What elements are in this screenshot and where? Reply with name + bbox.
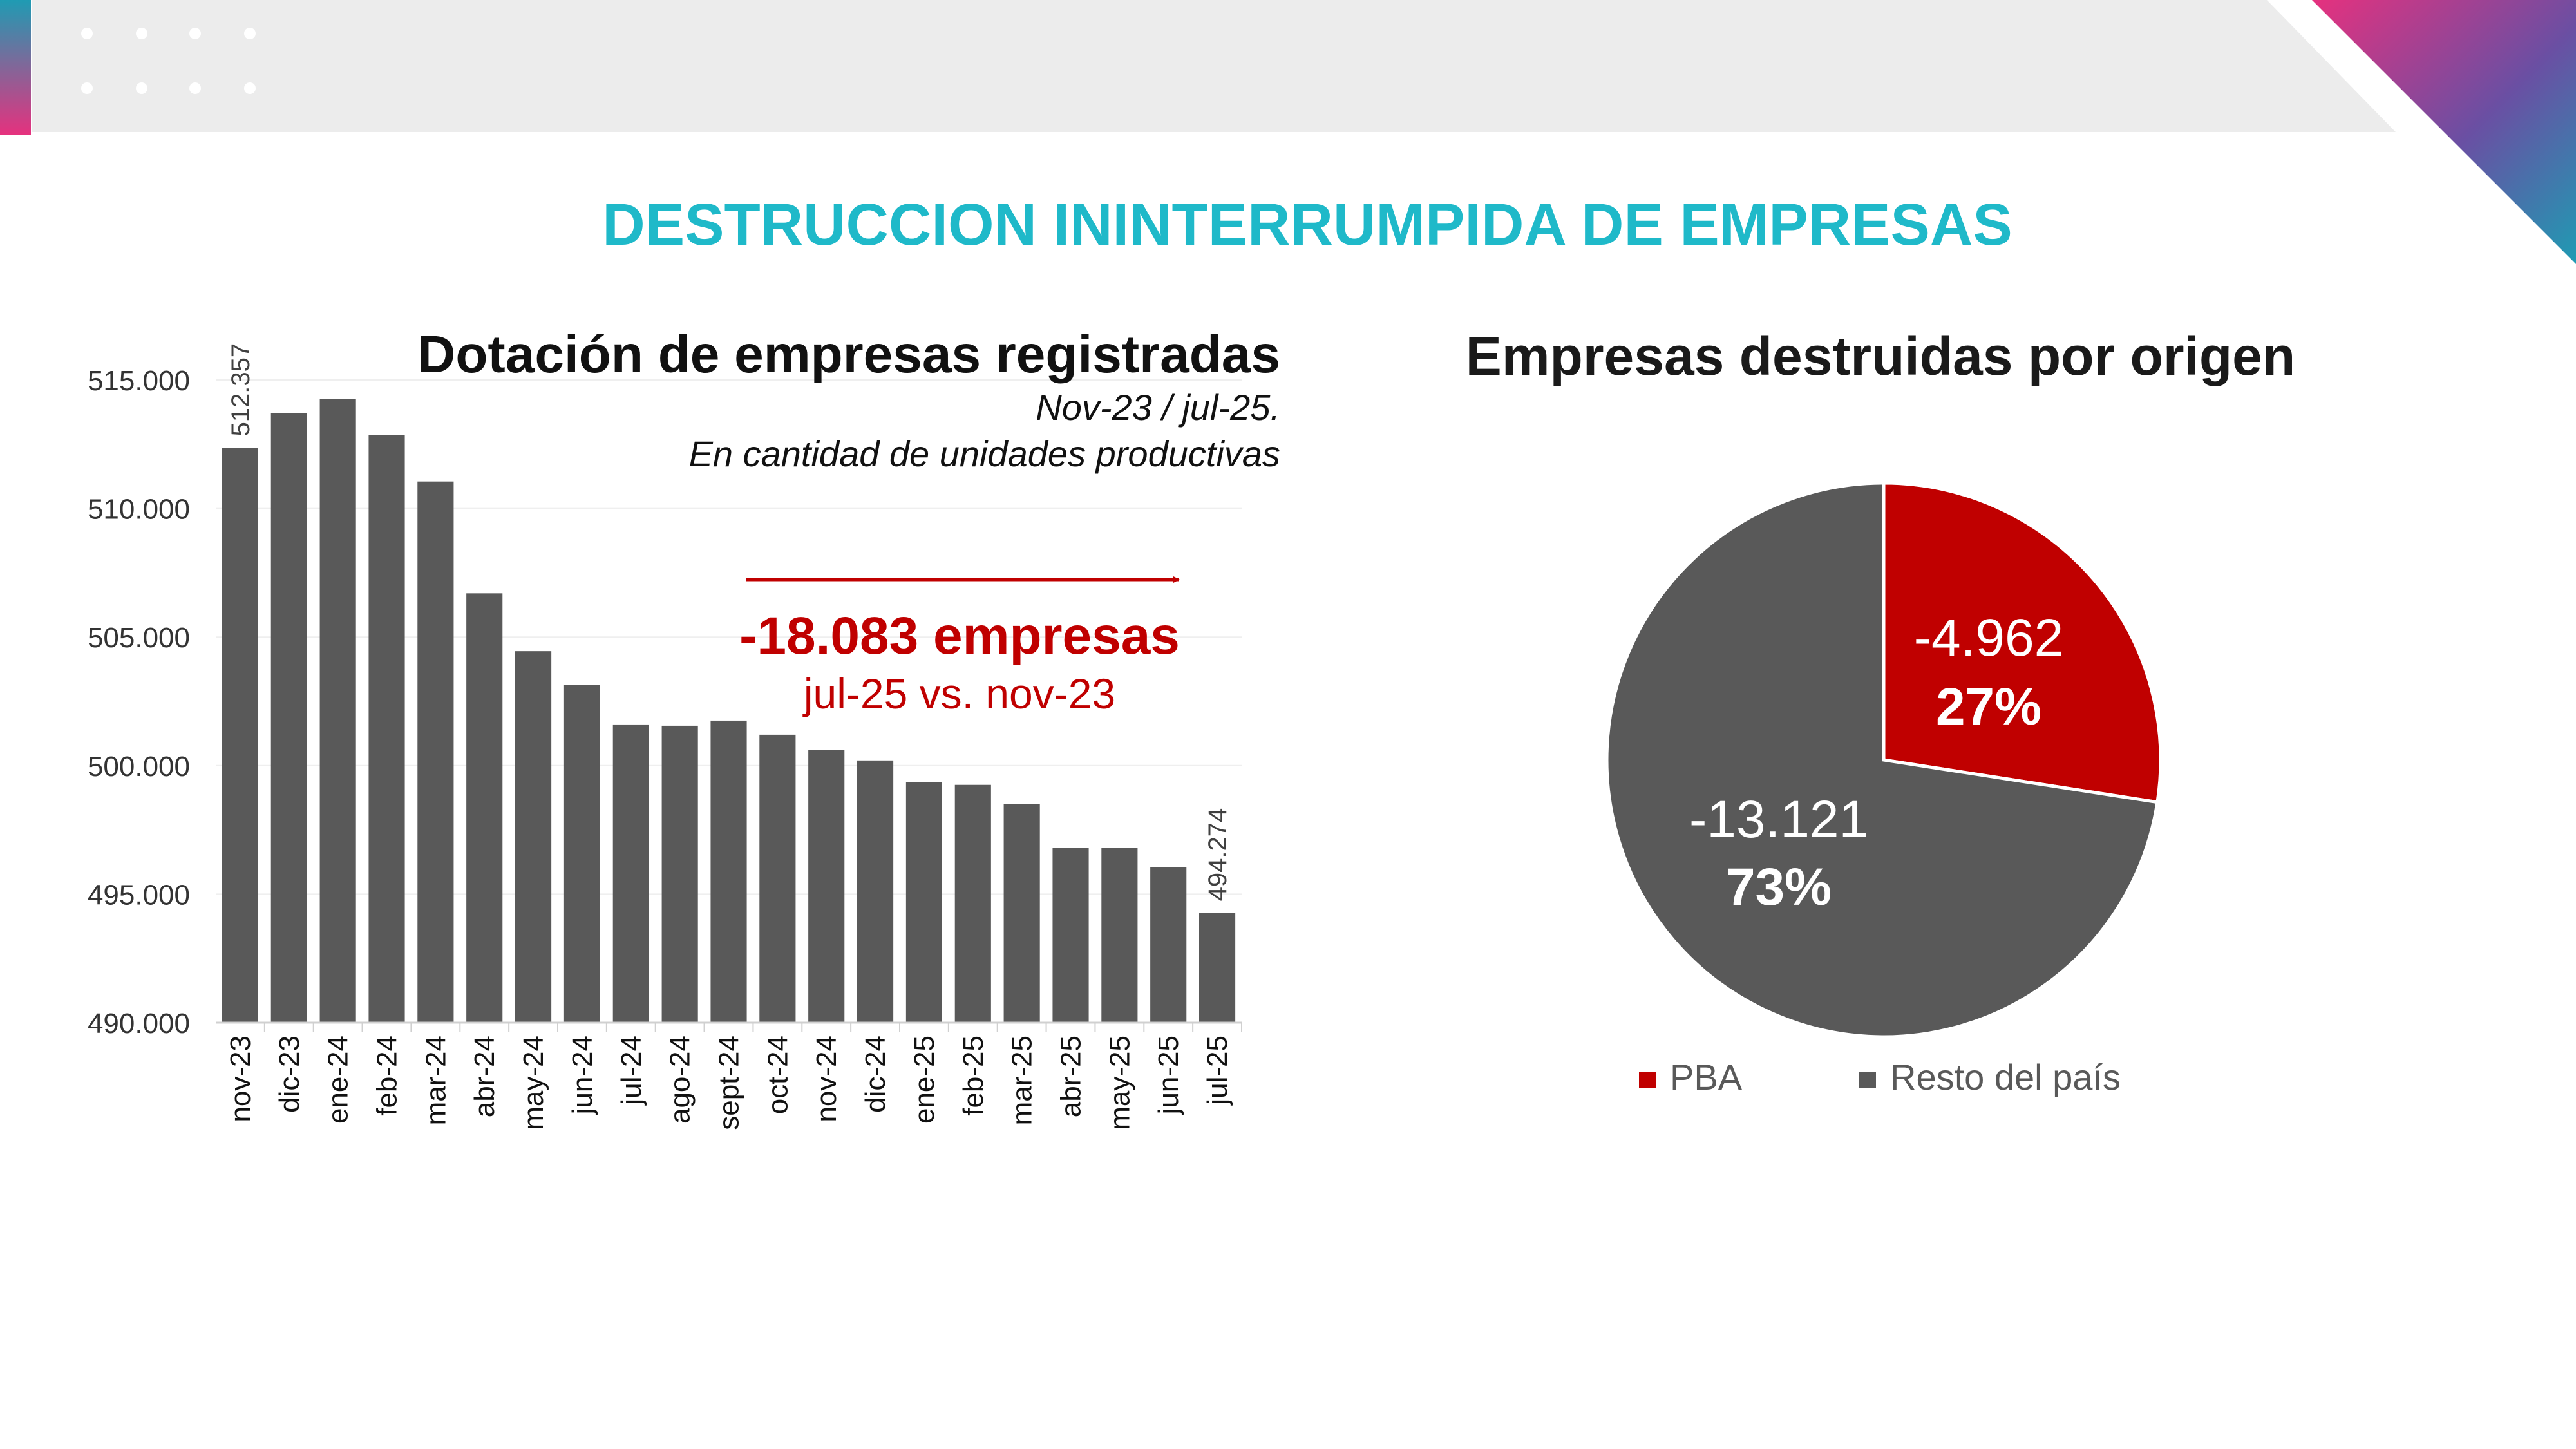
bar-abr-25 (1052, 848, 1089, 1023)
bar-oct-24 (759, 734, 796, 1023)
bar-chart: 490.000 495.000 500.000 505.000 510.000 515.0… (88, 325, 1280, 1130)
x-tick-label-jul-25: jul-25 (1202, 1036, 1233, 1106)
pie-label-resto-percent: 73% (1726, 858, 1832, 916)
bar-chart-subtitle-units: En cantidad de unidades productivas (689, 433, 1280, 474)
pie-slice-resto-del-pais (1605, 481, 2159, 1039)
x-tick-label-nov-24: nov-24 (811, 1036, 842, 1122)
bar-dic-23 (270, 413, 307, 1023)
x-tick-label-mar-25: mar-25 (1007, 1036, 1038, 1125)
x-tick-label-nov-23: nov-23 (225, 1036, 256, 1122)
pie-legend: PBA Resto del país (1639, 1057, 2121, 1097)
pie-label-pba-percent: 27% (1936, 677, 2041, 736)
bar-may-24 (515, 651, 552, 1023)
x-tick-label-feb-24: feb-24 (372, 1036, 403, 1116)
bar-chart-data-labels: 512.357 494.274 (227, 343, 1232, 901)
y-tick-label: 490.000 (88, 1008, 190, 1039)
bar-chart-bars (222, 399, 1236, 1023)
slide-title: DESTRUCCION ININTERRUMPIDA DE EMPRESAS (602, 192, 2012, 258)
decline-period: jul-25 vs. nov-23 (802, 670, 1115, 717)
x-tick-label-dic-24: dic-24 (860, 1036, 891, 1113)
corner-gradient-shape (2312, 0, 2576, 264)
x-tick-label-jun-25: jun-25 (1153, 1036, 1184, 1115)
bar-jul-24 (612, 724, 649, 1023)
x-tick-label-ene-25: ene-25 (909, 1036, 940, 1124)
x-tick-label-ago-24: ago-24 (665, 1036, 696, 1124)
left-accent-bar (0, 0, 31, 135)
bar-chart-y-axis: 490.000 495.000 500.000 505.000 510.000 515.0… (88, 365, 190, 1039)
bar-ene-24 (319, 399, 356, 1023)
bar-abr-24 (466, 593, 503, 1023)
bar-jul-25 (1199, 913, 1236, 1023)
bar-chart-subtitle-period: Nov-23 / jul-25. (1036, 387, 1280, 428)
pie-slice-pba (1882, 481, 2163, 804)
bar-chart-x-axis: nov-23 dic-23 ene-24 feb-24 mar-24 abr-24 may-… (216, 1021, 1242, 1130)
header-dots (81, 28, 256, 94)
x-tick-label-may-25: may-25 (1104, 1036, 1135, 1130)
legend-label-pba: PBA (1670, 1057, 1743, 1097)
x-tick-label-feb-25: feb-25 (958, 1036, 989, 1116)
y-tick-label: 495.000 (88, 879, 190, 911)
legend-label-resto: Resto del país (1890, 1057, 2121, 1097)
x-tick-label-mar-24: mar-24 (420, 1036, 451, 1125)
x-tick-label-abr-25: abr-25 (1056, 1036, 1087, 1117)
x-tick-label-oct-24: oct-24 (762, 1036, 793, 1114)
header-band (32, 0, 2396, 132)
bar-dic-24 (857, 760, 894, 1023)
bar-ago-24 (661, 725, 698, 1023)
y-tick-label: 500.000 (88, 751, 190, 782)
bar-jun-24 (564, 685, 600, 1023)
bar-mar-24 (417, 481, 454, 1023)
bar-may-25 (1101, 848, 1138, 1023)
y-tick-label: 510.000 (88, 494, 190, 526)
pie-chart: Empresas destruidas por origen -4.962 27… (1466, 326, 2295, 1097)
y-tick-label: 505.000 (88, 622, 190, 654)
data-label-jul-25: 494.274 (1204, 808, 1232, 902)
bar-feb-25 (954, 784, 991, 1023)
data-label-nov-23: 512.357 (227, 343, 255, 437)
legend-swatch-pba (1639, 1072, 1656, 1088)
bar-mar-25 (1003, 804, 1040, 1023)
x-tick-label-ene-24: ene-24 (323, 1036, 354, 1124)
bar-nov-23 (222, 448, 258, 1023)
bar-chart-title: Dotación de empresas registradas (417, 325, 1280, 384)
x-tick-label-jun-24: jun-24 (567, 1036, 598, 1115)
x-tick-label-abr-24: abr-24 (469, 1036, 500, 1117)
x-tick-label-dic-23: dic-23 (274, 1036, 305, 1113)
bar-ene-25 (905, 782, 942, 1023)
decline-total: -18.083 empresas (739, 607, 1180, 665)
bar-nov-24 (808, 750, 845, 1023)
bar-sept-24 (710, 720, 747, 1023)
pie-label-pba-value: -4.962 (1914, 609, 2064, 667)
x-tick-label-may-24: may-24 (518, 1036, 549, 1130)
x-tick-label-sept-24: sept-24 (714, 1036, 745, 1130)
bar-jun-25 (1150, 867, 1187, 1023)
pie-label-resto-value: -13.121 (1689, 790, 1868, 849)
legend-swatch-resto (1859, 1072, 1876, 1088)
pie-chart-title: Empresas destruidas por origen (1466, 326, 2295, 386)
y-tick-label: 515.000 (88, 365, 190, 397)
x-tick-label-jul-24: jul-24 (616, 1036, 647, 1106)
bar-feb-24 (368, 435, 405, 1023)
